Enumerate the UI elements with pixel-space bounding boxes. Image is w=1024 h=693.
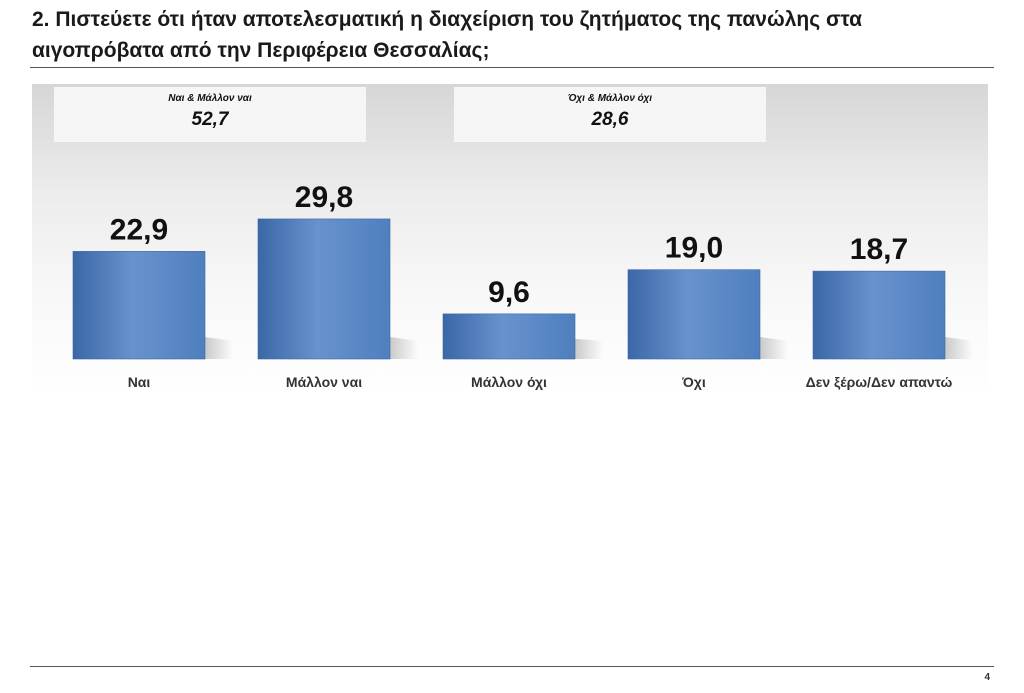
summary-yes-label: Ναι & Μάλλον ναι <box>168 93 252 104</box>
summary-no-label: Όχι & Μάλλον όχι <box>567 93 653 104</box>
summary-yes-value: 52,7 <box>191 109 229 130</box>
category-label: Όχι <box>681 374 706 390</box>
category-label: Δεν ξέρω/Δεν απαντώ <box>806 374 953 390</box>
bar-5 <box>812 270 946 360</box>
bar-shadow <box>945 337 973 359</box>
bar-value-label: 29,8 <box>295 181 353 214</box>
bar-shadow <box>390 337 418 359</box>
bar-3 <box>442 313 576 360</box>
bar-shadow <box>575 338 603 359</box>
bar-1 <box>72 251 206 360</box>
question-title: 2. Πιστεύετε ότι ήταν αποτελεσματική η δ… <box>32 4 992 66</box>
bar-shadow <box>205 337 233 359</box>
bar-value-label: 19,0 <box>665 232 723 265</box>
question-title-line-1: 2. Πιστεύετε ότι ήταν αποτελεσματική η δ… <box>32 8 863 31</box>
chart-plot-area: 22,9 29,8 9,6 19,0 18,7 Ναι Μάλλον ναι Μάλλον … <box>72 181 973 390</box>
bar-value-label: 22,9 <box>110 213 168 246</box>
summary-no-box: Όχι & Μάλλον όχι 28,6 <box>454 87 766 142</box>
question-title-line-2: αιγοπρόβατα από την Περιφέρεια Θεσσαλίας… <box>32 39 490 62</box>
category-label: Μάλλον όχι <box>471 374 547 390</box>
summary-no-value: 28,6 <box>591 109 629 130</box>
bar-2 <box>257 218 391 360</box>
category-label: Μάλλον ναι <box>286 374 362 390</box>
bar-chart: Ναι & Μάλλον ναι 52,7 Όχι & Μάλλον όχι 2… <box>32 84 988 394</box>
summary-yes-box: Ναι & Μάλλον ναι 52,7 <box>54 87 366 142</box>
top-divider <box>30 67 994 68</box>
bottom-divider <box>30 666 994 667</box>
bar-shadow <box>760 337 788 359</box>
bar-value-label: 18,7 <box>850 233 908 266</box>
bar-value-label: 9,6 <box>488 276 530 309</box>
category-label: Ναι <box>128 374 151 390</box>
bar-4 <box>627 269 761 360</box>
page-number: 4 <box>984 672 990 683</box>
